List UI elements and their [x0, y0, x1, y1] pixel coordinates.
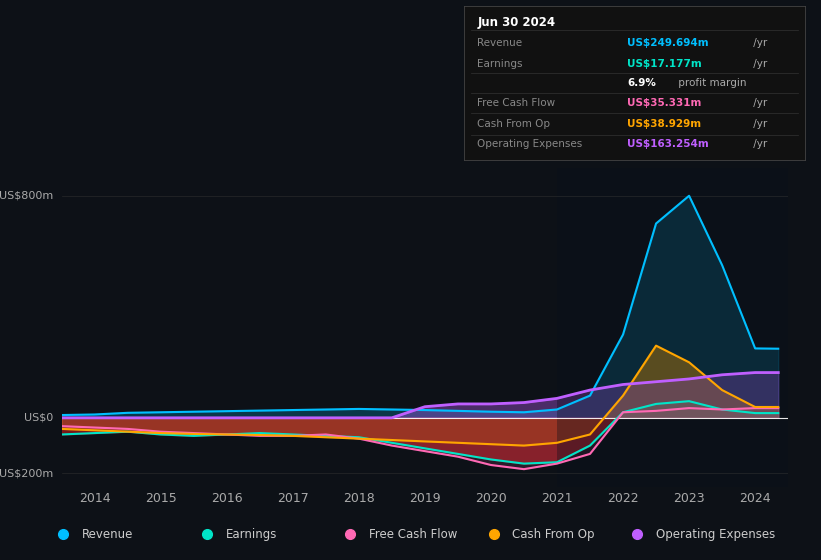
Text: US$35.331m: US$35.331m	[627, 97, 702, 108]
Text: US$800m: US$800m	[0, 191, 53, 200]
Text: 6.9%: 6.9%	[627, 78, 656, 87]
Text: Cash From Op: Cash From Op	[512, 528, 595, 540]
Text: US$17.177m: US$17.177m	[627, 59, 702, 69]
Text: Jun 30 2024: Jun 30 2024	[478, 16, 556, 29]
Text: US$0: US$0	[24, 413, 53, 423]
Text: profit margin: profit margin	[675, 78, 746, 87]
Bar	[557, 168, 788, 487]
Text: Revenue: Revenue	[82, 528, 133, 540]
Text: Cash From Op: Cash From Op	[478, 119, 551, 129]
Text: Operating Expenses: Operating Expenses	[656, 528, 775, 540]
Text: -US$200m: -US$200m	[0, 468, 53, 478]
Text: /yr: /yr	[750, 38, 768, 48]
Text: /yr: /yr	[750, 97, 768, 108]
Text: Earnings: Earnings	[478, 59, 523, 69]
Text: Earnings: Earnings	[226, 528, 277, 540]
Text: /yr: /yr	[750, 119, 768, 129]
Text: /yr: /yr	[750, 139, 768, 149]
Text: Free Cash Flow: Free Cash Flow	[369, 528, 457, 540]
Text: Revenue: Revenue	[478, 38, 523, 48]
Text: Free Cash Flow: Free Cash Flow	[478, 97, 556, 108]
Text: /yr: /yr	[750, 59, 768, 69]
Text: US$249.694m: US$249.694m	[627, 38, 709, 48]
Text: Operating Expenses: Operating Expenses	[478, 139, 583, 149]
Text: US$38.929m: US$38.929m	[627, 119, 701, 129]
Text: US$163.254m: US$163.254m	[627, 139, 709, 149]
